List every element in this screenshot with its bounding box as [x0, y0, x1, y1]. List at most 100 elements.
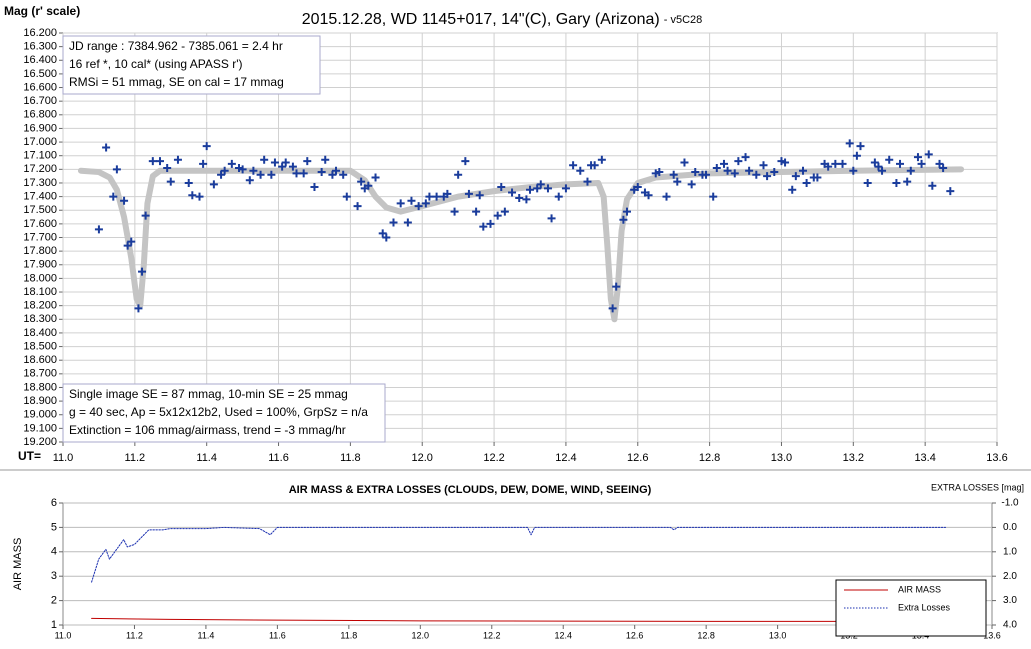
annotation-text: g = 40 sec, Ap = 5x12x12b2, Used = 100%,…	[69, 405, 368, 419]
data-point	[421, 199, 430, 208]
y-tick-label: 18.000	[23, 272, 57, 284]
x-tick-label: 11.0	[55, 630, 72, 640]
data-point	[328, 170, 337, 179]
data-point	[892, 178, 901, 187]
y-axis-label: AIR MASS	[12, 538, 24, 591]
data-point	[669, 170, 678, 179]
data-point	[332, 166, 341, 175]
y-tick-label: 18.500	[23, 340, 57, 352]
data-point	[763, 172, 772, 181]
data-point	[741, 153, 750, 162]
y-tick-label: 16.900	[23, 122, 57, 134]
data-point	[249, 166, 258, 175]
data-point	[450, 207, 459, 216]
data-point	[838, 159, 847, 168]
y-tick-label: 18.200	[23, 300, 57, 312]
x-tick-label: 12.0	[412, 630, 430, 640]
y2-tick-label: 4.0	[1003, 620, 1017, 631]
x-tick-label: 11.8	[340, 452, 361, 464]
data-point	[597, 155, 606, 164]
y2-tick-label: 1.0	[1003, 546, 1017, 557]
annotation-text: Extinction = 106 mmag/airmass, trend = -…	[69, 423, 346, 437]
x-tick-label: 12.8	[697, 630, 715, 640]
data-point	[127, 237, 136, 246]
data-point	[500, 207, 509, 216]
data-point	[863, 178, 872, 187]
data-point	[813, 173, 822, 182]
data-point	[472, 207, 481, 216]
data-point	[608, 304, 617, 313]
y-tick-label: 18.800	[23, 381, 57, 393]
data-point	[799, 166, 808, 175]
y2-axis-label: EXTRA LOSSES [mag]	[931, 482, 1024, 492]
x-tick-label: 11.2	[126, 630, 143, 640]
data-point	[396, 199, 405, 208]
data-point	[292, 169, 301, 178]
data-point	[543, 184, 552, 193]
x-tick-label: 11.8	[340, 630, 357, 640]
data-point	[522, 195, 531, 204]
y-tick-label: 17.400	[23, 191, 57, 203]
y-tick-label: 18.400	[23, 327, 57, 339]
data-point	[644, 191, 653, 200]
y-tick-label: 17.100	[23, 150, 57, 162]
annotation-text: 16 ref *, 10 cal* (using APASS r')	[69, 57, 242, 71]
data-point	[515, 193, 524, 202]
data-point	[403, 218, 412, 227]
data-point	[120, 196, 129, 205]
y-tick-label: 19.100	[23, 422, 57, 434]
data-point	[141, 211, 150, 220]
data-point	[454, 170, 463, 179]
data-point	[195, 192, 204, 201]
y-tick-label: 17.300	[23, 177, 57, 189]
data-point	[619, 215, 628, 224]
data-point	[870, 158, 879, 167]
y-tick-label: 16.300	[23, 41, 57, 53]
data-point	[687, 180, 696, 189]
series-line	[91, 617, 947, 622]
y2-tick-label: 3.0	[1003, 595, 1017, 606]
data-point	[123, 241, 132, 250]
y-tick-label: 6	[51, 497, 57, 509]
x-tick-label: 11.4	[197, 630, 214, 640]
chart-title: AIR MASS & EXTRA LOSSES (CLOUDS, DEW, DO…	[289, 484, 652, 496]
data-point	[382, 233, 391, 242]
data-point	[856, 142, 865, 151]
y-tick-label: 16.700	[23, 95, 57, 107]
y-tick-label: 19.200	[23, 436, 57, 448]
data-point	[691, 168, 700, 177]
data-point	[928, 181, 937, 190]
data-point	[709, 192, 718, 201]
data-point	[479, 222, 488, 231]
y-tick-label: 18.600	[23, 354, 57, 366]
x-tick-label: 12.4	[554, 630, 572, 640]
data-point	[917, 159, 926, 168]
data-point	[443, 189, 452, 198]
data-point	[256, 170, 265, 179]
data-point	[134, 304, 143, 313]
x-tick-label: 12.6	[627, 452, 648, 464]
x-tick-label: 12.8	[699, 452, 720, 464]
data-point	[166, 177, 175, 186]
y-tick-label: 17.200	[23, 163, 57, 175]
data-point	[102, 143, 111, 152]
x-tick-label: 12.2	[483, 452, 504, 464]
data-point	[303, 157, 312, 166]
data-point	[730, 169, 739, 178]
data-point	[173, 155, 182, 164]
data-point	[554, 192, 563, 201]
data-point	[163, 163, 172, 172]
data-point	[493, 211, 502, 220]
data-point	[673, 177, 682, 186]
data-point	[590, 161, 599, 170]
y2-tick-label: 2.0	[1003, 571, 1017, 582]
data-point	[791, 172, 800, 181]
data-point	[270, 158, 279, 167]
data-point	[569, 161, 578, 170]
data-point	[612, 282, 621, 291]
data-point	[896, 159, 905, 168]
data-point	[849, 166, 858, 175]
data-point	[831, 159, 840, 168]
data-point	[245, 176, 254, 185]
